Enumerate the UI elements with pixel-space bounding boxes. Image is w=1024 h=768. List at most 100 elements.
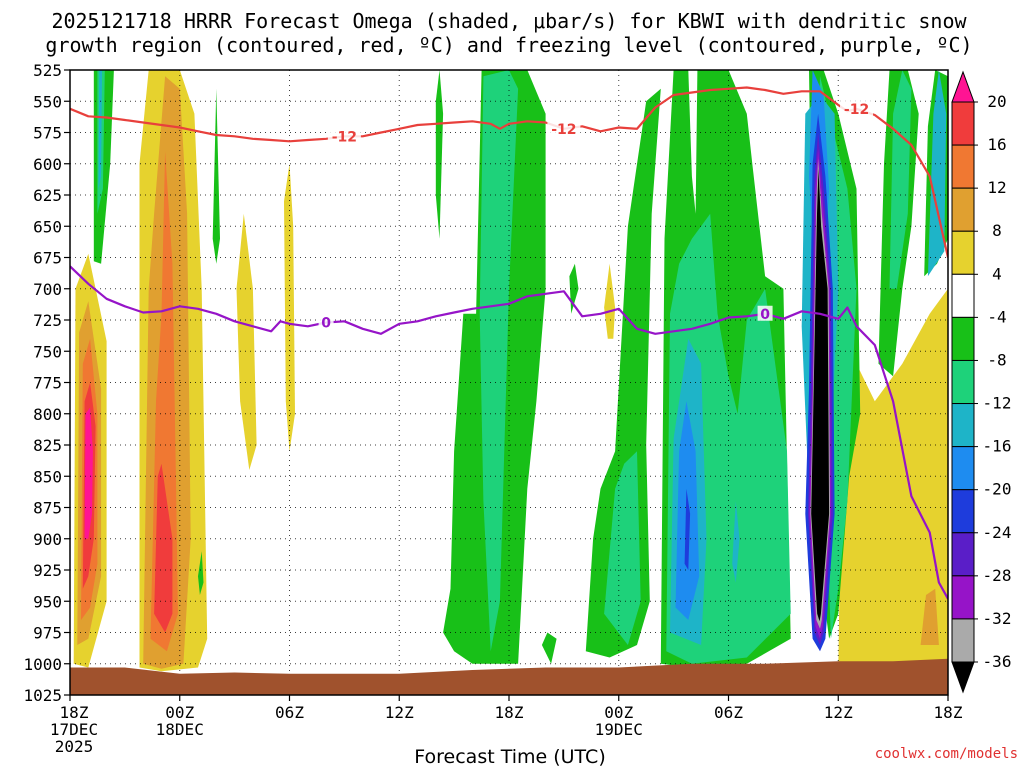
- colorbar-box-7: [951, 359, 975, 405]
- freezing-level-contour-label-bg-1: [757, 305, 773, 321]
- omega-region-38: [732, 501, 740, 583]
- omega-region-11: [920, 588, 939, 645]
- y-tick-label-525: 525: [33, 61, 62, 80]
- y-tick-label-900: 900: [33, 530, 62, 549]
- colorbar-top-arrow: [951, 70, 975, 103]
- colorbar-label-12: -32: [983, 609, 1012, 628]
- x-tick-label-18-0: 12Z: [385, 703, 414, 722]
- omega-region-5: [604, 263, 616, 339]
- y-tick-label-675: 675: [33, 249, 62, 268]
- omega-region-35: [889, 70, 912, 289]
- colorbar-label-4: 4: [992, 264, 1002, 283]
- x-tick-label-0-0: 18Z: [60, 703, 89, 722]
- y-tick-label-850: 850: [33, 467, 62, 486]
- colorbar-label-5: -4: [987, 307, 1006, 326]
- colorbar-label-1: 16: [987, 135, 1006, 154]
- omega-region-25: [585, 88, 661, 658]
- omega-region-19: [212, 88, 220, 264]
- omega-region-20: [198, 551, 204, 595]
- colorbar-box-13: [951, 618, 975, 663]
- growth-region-contour-label-2: -12: [844, 102, 869, 118]
- growth-region-contour-label-bg-1: [547, 120, 581, 136]
- omega-region-21: [435, 70, 444, 239]
- colorbar-label-0: 20: [987, 92, 1006, 111]
- growth-region-contour: [70, 86, 948, 258]
- colorbar-box-11: [951, 532, 975, 577]
- y-tick-label-925: 925: [33, 561, 62, 580]
- colorbar-box-10: [951, 489, 975, 534]
- growth-region-contour-label-bg-2: [840, 100, 874, 116]
- colorbar-label-10: -24: [983, 523, 1012, 542]
- freezing-level-contour-label-0: 0: [321, 316, 331, 332]
- growth-region-contour-label-1: -12: [551, 122, 576, 138]
- colorbar-label-9: -20: [983, 480, 1012, 499]
- x-tick-label-24-0: 18Z: [495, 703, 524, 722]
- credit-link[interactable]: coolwx.com/models: [875, 746, 1018, 762]
- y-axis: 525 550 575 600 625 650 675 700 725 750 775 800 825 8…: [23, 61, 70, 705]
- colorbar-box-6: [951, 316, 975, 361]
- x-tick-label-0-2: 2025: [55, 737, 94, 756]
- x-tick-label-30-0: 00Z: [604, 703, 633, 722]
- omega-region-7: [838, 288, 948, 670]
- plot-area: -12 -12 -12 0 0: [69, 69, 949, 696]
- colorbar-label-13: -36: [983, 652, 1012, 671]
- x-axis-title: Forecast Time (UTC): [414, 746, 605, 768]
- y-tick-label-625: 625: [33, 186, 62, 205]
- chart-title-line-1: 2025121718 HRRR Forecast Omega (shaded, …: [51, 9, 967, 33]
- omega-region-32: [604, 451, 641, 645]
- colorbar-box-3: [951, 187, 975, 232]
- colorbar-box-9: [951, 446, 975, 491]
- y-tick-label-550: 550: [33, 92, 62, 111]
- y-tick-label-575: 575: [33, 124, 62, 143]
- omega-region-43: [684, 488, 691, 570]
- x-tick-label-42-0: 12Z: [824, 703, 853, 722]
- colorbar-legend: 20 16 12 8 4 -4 -8 -12 -16 -20 -24 -28 -32 -36: [951, 70, 1012, 694]
- colorbar-box-5: [951, 273, 975, 318]
- x-tick-label-30-1: 19DEC: [595, 720, 643, 739]
- colorbar-label-11: -28: [983, 566, 1012, 585]
- omega-region-36: [98, 70, 102, 189]
- colorbar-label-2: 12: [987, 178, 1006, 197]
- y-tick-label-800: 800: [33, 405, 62, 424]
- y-tick-label-975: 975: [33, 624, 62, 643]
- x-tick-label-48-0: 18Z: [934, 703, 963, 722]
- x-tick-label-6-0: 00Z: [165, 703, 194, 722]
- omega-region-16: [154, 463, 173, 633]
- colorbar-label-8: -16: [983, 437, 1012, 456]
- freezing-level-contour-label-1: 0: [760, 307, 770, 323]
- omega-region-17: [84, 407, 93, 539]
- y-tick-label-1025: 1025: [23, 686, 62, 705]
- y-tick-label-775: 775: [33, 374, 62, 393]
- x-tick-label-36-0: 06Z: [714, 703, 743, 722]
- freezing-level-contour-label-bg-0: [318, 314, 334, 330]
- growth-region-contour-label-bg-0: [327, 128, 361, 144]
- freezing-level-contour: [70, 265, 948, 600]
- y-tick-label-950: 950: [33, 592, 62, 611]
- y-tick-label-1000: 1000: [23, 655, 62, 674]
- colorbar-box-4: [951, 230, 975, 275]
- growth-region-contour-label-0: -12: [332, 129, 357, 145]
- colorbar-box-1: [951, 101, 975, 146]
- y-tick-label-750: 750: [33, 342, 62, 361]
- x-tick-label-0-1: 17DEC: [50, 720, 98, 739]
- colorbar-label-6: -8: [987, 350, 1006, 369]
- y-tick-label-600: 600: [33, 155, 62, 174]
- x-tick-label-12-0: 06Z: [275, 703, 304, 722]
- colorbar-box-2: [951, 144, 975, 189]
- colorbar-box-8: [951, 403, 975, 448]
- omega-region-3: [284, 163, 295, 452]
- chart-title-line-2: growth region (contoured, red, ºC) and f…: [45, 33, 972, 57]
- plot-contents: -12 -12 -12 0 0: [70, 70, 948, 695]
- colorbar-label-3: 8: [992, 221, 1002, 240]
- colorbar-bottom-arrow: [951, 661, 975, 694]
- x-tick-label-6-1: 18DEC: [156, 720, 204, 739]
- terrain-ground: [70, 658, 948, 695]
- y-tick-label-875: 875: [33, 499, 62, 518]
- colorbar-label-7: -12: [983, 394, 1012, 413]
- omega-region-23: [541, 632, 557, 664]
- y-tick-label-650: 650: [33, 217, 62, 236]
- y-tick-label-825: 825: [33, 436, 62, 455]
- y-tick-label-725: 725: [33, 311, 62, 330]
